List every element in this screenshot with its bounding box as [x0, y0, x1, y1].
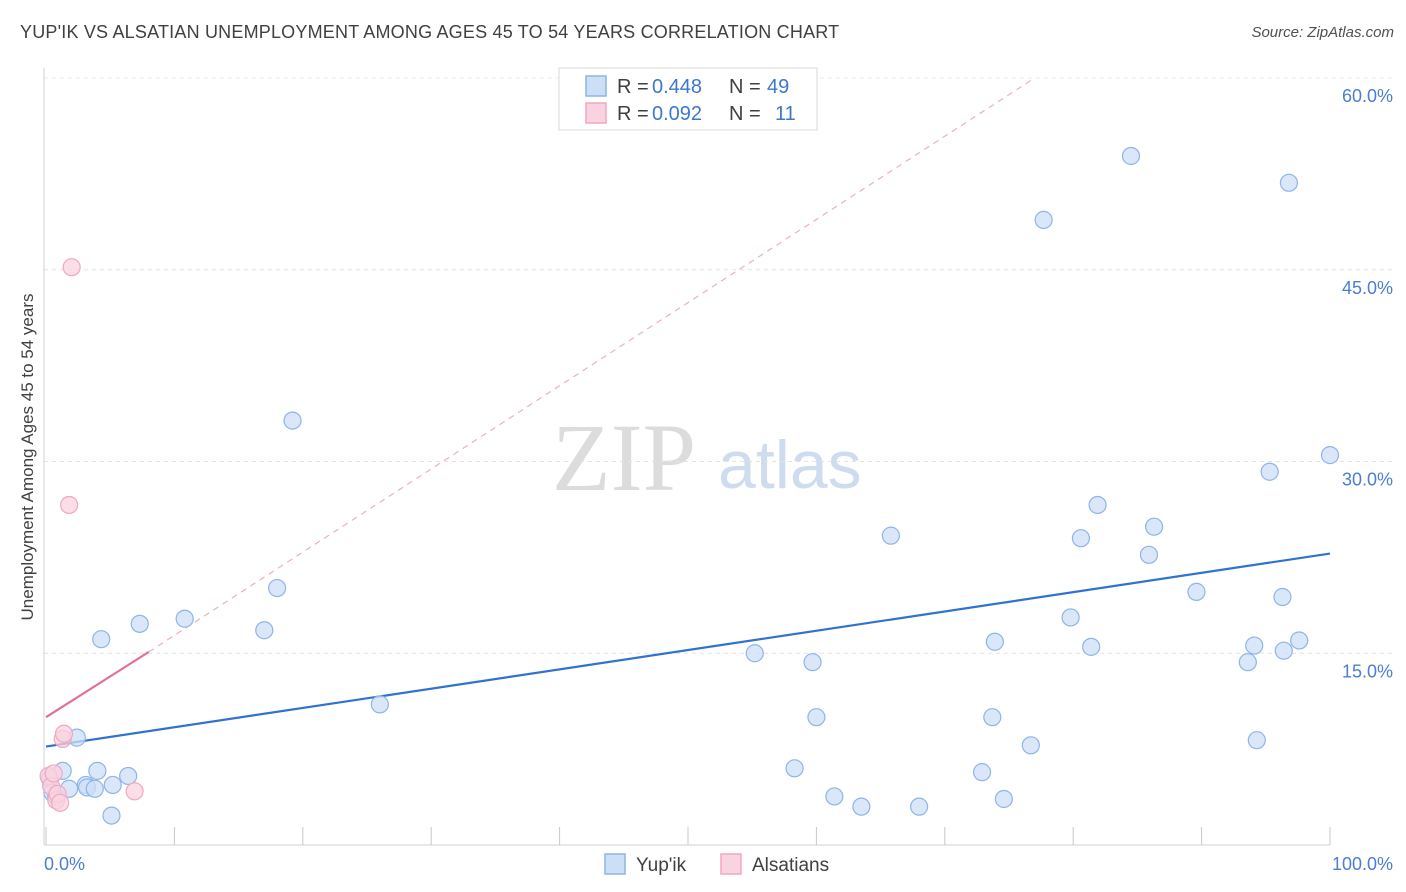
point-yupik — [825, 787, 844, 806]
y-tick-label: 45.0% — [1342, 278, 1393, 298]
point-yupik — [88, 761, 107, 780]
point-yupik — [1144, 517, 1164, 536]
y-tick-labels: 15.0% 30.0% 45.0% 60.0% — [1342, 86, 1393, 681]
point-yupik — [1290, 631, 1309, 650]
legend-box: R = 0.448 N = 49 R = 0.092 N = 11 — [558, 67, 818, 131]
point-yupik — [1034, 210, 1053, 229]
data-points — [39, 146, 1340, 825]
legend-r-label-2: R = — [617, 103, 649, 125]
bottom-legend-swatch-alsatians — [720, 853, 742, 875]
legend-r-label-1: R = — [617, 76, 649, 98]
watermark-zip: ZIP — [552, 404, 696, 511]
trend-line-extended — [148, 77, 1036, 653]
x-tick-labels: 0.0% 100.0% — [44, 854, 1393, 874]
x-tick-label: 0.0% — [44, 854, 85, 874]
trend-line-alsatians — [45, 651, 150, 719]
y-axis-title: Unemployment Among Ages 45 to 54 years — [18, 294, 37, 621]
legend-r-value-1: 0.448 — [652, 76, 702, 98]
point-yupik — [103, 775, 122, 795]
point-alsatians — [54, 724, 74, 743]
point-yupik — [1121, 146, 1141, 166]
point-yupik — [102, 806, 121, 825]
point-yupik — [910, 797, 929, 816]
point-yupik — [85, 779, 104, 798]
point-yupik — [370, 695, 389, 714]
point-yupik — [130, 614, 149, 633]
point-yupik — [985, 632, 1004, 651]
point-yupik — [283, 411, 302, 430]
bottom-legend: Yup'ik Alsatians — [604, 853, 829, 876]
point-yupik — [1082, 637, 1101, 656]
point-alsatians — [62, 258, 81, 277]
watermark-atlas: atlas — [718, 427, 862, 503]
point-yupik — [268, 578, 287, 598]
x-ticks — [45, 827, 1331, 845]
point-yupik — [852, 797, 871, 816]
point-yupik — [119, 766, 138, 786]
point-yupik — [1274, 641, 1293, 660]
point-yupik — [1320, 446, 1340, 465]
legend-n-label-1: N = — [729, 76, 761, 98]
point-yupik — [1273, 587, 1292, 607]
point-yupik — [175, 609, 194, 628]
watermark: ZIP atlas — [552, 404, 862, 511]
point-yupik — [1247, 731, 1266, 750]
point-yupik — [255, 621, 274, 640]
point-yupik — [803, 653, 822, 672]
y-tick-label: 60.0% — [1342, 86, 1393, 106]
point-alsatians — [51, 793, 70, 812]
chart-title: YUP'IK VS ALSATIAN UNEMPLOYMENT AMONG AG… — [20, 22, 840, 42]
gridlines — [44, 77, 1392, 654]
bottom-legend-label-yupik: Yup'ik — [636, 855, 687, 876]
legend-n-value-2: 11 — [775, 103, 796, 125]
legend-swatch-alsatians — [585, 102, 607, 124]
point-yupik — [1021, 736, 1040, 755]
point-yupik — [1088, 495, 1107, 515]
point-yupik — [745, 644, 764, 663]
x-tick-label: 100.0% — [1332, 854, 1393, 874]
point-yupik — [994, 789, 1013, 809]
point-yupik — [1187, 582, 1206, 601]
point-yupik — [1260, 462, 1279, 481]
point-yupik — [1071, 529, 1091, 548]
legend-r-value-2: 0.092 — [652, 103, 702, 125]
chart-source: Source: ZipAtlas.com — [1251, 24, 1394, 41]
legend-n-label-2: N = — [729, 103, 761, 125]
trend-lines — [45, 77, 1331, 748]
point-yupik — [972, 763, 992, 782]
point-alsatians — [125, 782, 144, 801]
legend-n-value-1: 49 — [767, 76, 789, 98]
point-yupik — [92, 630, 111, 649]
point-yupik — [1139, 545, 1159, 564]
point-yupik — [881, 526, 900, 545]
y-tick-label: 15.0% — [1342, 661, 1393, 681]
axes — [43, 68, 1330, 846]
legend-swatch-yupik — [585, 75, 607, 97]
point-yupik — [1061, 608, 1080, 627]
point-alsatians — [44, 764, 63, 783]
point-yupik — [1279, 173, 1299, 192]
bottom-legend-label-alsatians: Alsatians — [752, 855, 829, 876]
trend-line-yupik — [45, 552, 1331, 748]
point-yupik — [785, 759, 804, 778]
point-alsatians — [60, 495, 79, 515]
point-yupik — [807, 708, 826, 727]
point-yupik — [983, 708, 1002, 727]
point-yupik — [1245, 636, 1264, 655]
bottom-legend-swatch-yupik — [604, 853, 626, 875]
point-yupik — [1238, 653, 1257, 672]
y-tick-label: 30.0% — [1342, 470, 1393, 490]
